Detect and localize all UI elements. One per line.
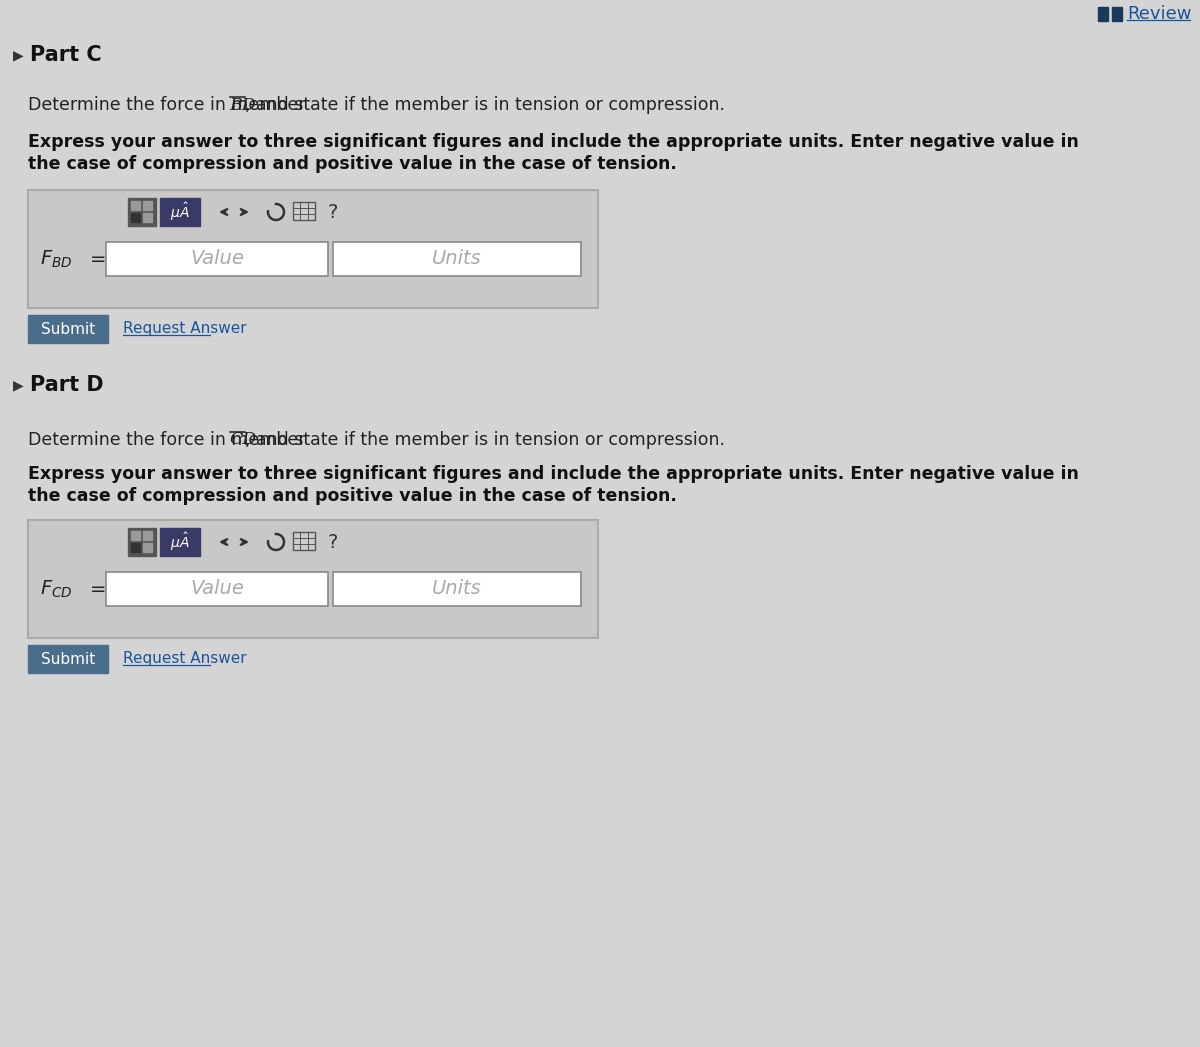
- Text: Submit: Submit: [41, 321, 95, 336]
- Bar: [131, 213, 140, 222]
- Text: Express your answer to three significant figures and include the appropriate uni: Express your answer to three significant…: [28, 133, 1079, 151]
- Bar: [28, 190, 598, 308]
- Text: $\mu\hat{A}$: $\mu\hat{A}$: [170, 201, 190, 223]
- Bar: [131, 531, 140, 540]
- Text: Request Answer: Request Answer: [124, 321, 247, 336]
- Text: Request Answer: Request Answer: [124, 651, 247, 667]
- Text: ▶: ▶: [13, 48, 24, 62]
- Text: BD: BD: [229, 96, 257, 113]
- Bar: [293, 532, 314, 550]
- Bar: [1098, 7, 1108, 21]
- Bar: [131, 201, 140, 210]
- Text: ▶: ▶: [13, 378, 24, 392]
- Bar: [143, 213, 152, 222]
- Bar: [28, 645, 108, 673]
- Bar: [334, 572, 581, 606]
- Text: the case of compression and positive value in the case of tension.: the case of compression and positive val…: [28, 155, 677, 173]
- Bar: [28, 315, 108, 343]
- Bar: [143, 543, 152, 552]
- Bar: [106, 572, 328, 606]
- Text: Value: Value: [190, 579, 244, 599]
- Text: Value: Value: [190, 249, 244, 268]
- Text: the case of compression and positive value in the case of tension.: the case of compression and positive val…: [28, 487, 677, 505]
- Text: ?: ?: [328, 533, 338, 552]
- Bar: [128, 198, 156, 226]
- Bar: [28, 520, 598, 638]
- Text: Part D: Part D: [30, 375, 103, 395]
- Text: Submit: Submit: [41, 651, 95, 667]
- Bar: [106, 242, 328, 276]
- Text: Review: Review: [1127, 5, 1192, 23]
- Text: , and state if the member is in tension or compression.: , and state if the member is in tension …: [245, 96, 725, 114]
- Bar: [1112, 7, 1122, 21]
- Text: Determine the force in member: Determine the force in member: [28, 431, 311, 449]
- Text: , and state if the member is in tension or compression.: , and state if the member is in tension …: [245, 431, 725, 449]
- Text: Part C: Part C: [30, 45, 102, 65]
- Bar: [128, 528, 156, 556]
- Bar: [293, 202, 314, 220]
- Text: =: =: [90, 579, 107, 599]
- Text: $F_{CD}$: $F_{CD}$: [40, 578, 72, 600]
- Bar: [334, 242, 581, 276]
- Bar: [160, 198, 200, 226]
- Bar: [143, 201, 152, 210]
- Bar: [160, 528, 200, 556]
- Text: $F_{BD}$: $F_{BD}$: [40, 248, 72, 270]
- Text: Express your answer to three significant figures and include the appropriate uni: Express your answer to three significant…: [28, 465, 1079, 483]
- Bar: [131, 543, 140, 552]
- Text: Units: Units: [432, 579, 482, 599]
- Text: CD: CD: [229, 431, 257, 448]
- Text: =: =: [90, 249, 107, 268]
- Text: Determine the force in member: Determine the force in member: [28, 96, 311, 114]
- Text: ?: ?: [328, 202, 338, 222]
- Text: Units: Units: [432, 249, 482, 268]
- Bar: [143, 531, 152, 540]
- Text: $\mu\hat{A}$: $\mu\hat{A}$: [170, 531, 190, 553]
